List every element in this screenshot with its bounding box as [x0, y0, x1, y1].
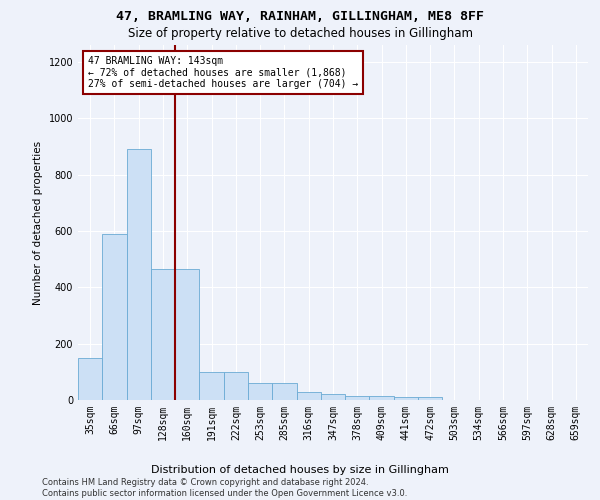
Bar	[370, 396, 394, 400]
Text: 47 BRAMLING WAY: 143sqm
← 72% of detached houses are smaller (1,868)
27% of semi: 47 BRAMLING WAY: 143sqm ← 72% of detache…	[88, 56, 358, 89]
Text: Size of property relative to detached houses in Gillingham: Size of property relative to detached ho…	[128, 28, 473, 40]
Bar	[272, 383, 296, 400]
Bar	[151, 269, 175, 400]
Bar	[394, 397, 418, 400]
Y-axis label: Number of detached properties: Number of detached properties	[33, 140, 43, 304]
Text: 47, BRAMLING WAY, RAINHAM, GILLINGHAM, ME8 8FF: 47, BRAMLING WAY, RAINHAM, GILLINGHAM, M…	[116, 10, 484, 23]
Bar	[199, 372, 224, 400]
Bar	[248, 383, 272, 400]
Bar	[127, 149, 151, 400]
Bar	[78, 358, 102, 400]
Bar	[296, 392, 321, 400]
Bar	[175, 269, 199, 400]
Bar	[345, 396, 370, 400]
Text: Distribution of detached houses by size in Gillingham: Distribution of detached houses by size …	[151, 465, 449, 475]
Text: Contains HM Land Registry data © Crown copyright and database right 2024.
Contai: Contains HM Land Registry data © Crown c…	[42, 478, 407, 498]
Bar	[418, 397, 442, 400]
Bar	[224, 372, 248, 400]
Bar	[321, 394, 345, 400]
Bar	[102, 234, 127, 400]
